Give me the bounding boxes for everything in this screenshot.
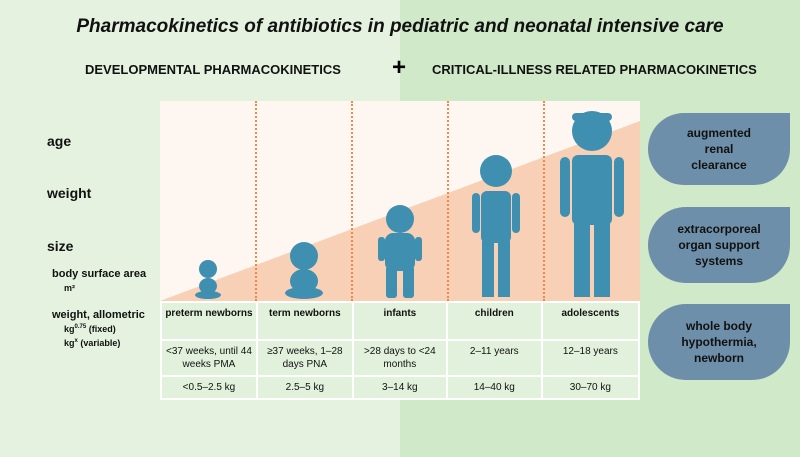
factor-extracorporeal-support: extracorporeal organ support systems bbox=[648, 207, 790, 283]
right-heading: CRITICAL-ILLNESS RELATED PHARMACOKINETIC… bbox=[432, 62, 757, 77]
left-heading: DEVELOPMENTAL PHARMACOKINETICS bbox=[85, 62, 341, 77]
group-name: children bbox=[445, 301, 543, 341]
group-weight: 3–14 kg bbox=[351, 375, 448, 400]
group-weight: 14–40 kg bbox=[445, 375, 543, 400]
group-age: ≥37 weeks, 1–28 days PNA bbox=[255, 339, 354, 377]
group-age: <37 weeks, until 44 weeks PMA bbox=[160, 339, 258, 377]
group-weight: <0.5–2.5 kg bbox=[160, 375, 258, 400]
label-allometric: weight, allometric kg0.75 (fixed) kgx (var… bbox=[52, 309, 145, 348]
label-weight: weight bbox=[47, 185, 92, 201]
divider bbox=[543, 101, 545, 301]
group-name: term newborns bbox=[255, 301, 354, 341]
group-age: >28 days to <24 months bbox=[351, 339, 448, 377]
factor-label: whole body hypothermia, newborn bbox=[681, 319, 757, 365]
preterm-baby-icon bbox=[195, 260, 221, 299]
plus-sign: + bbox=[392, 54, 407, 81]
term-baby-icon bbox=[285, 242, 323, 299]
group-age: 12–18 years bbox=[540, 339, 641, 377]
label-size: size bbox=[47, 238, 74, 254]
group-name: infants bbox=[351, 301, 448, 341]
divider bbox=[255, 101, 257, 301]
group-weight: 30–70 kg bbox=[540, 375, 641, 400]
group-age: 2–11 years bbox=[445, 339, 543, 377]
adolescent-icon bbox=[560, 111, 624, 297]
label-bsa-unit: m² bbox=[64, 283, 75, 293]
infant-icon bbox=[378, 205, 422, 298]
divider bbox=[351, 101, 353, 301]
age-group-table: preterm newborns term newborns infants chil… bbox=[160, 301, 641, 400]
figures bbox=[195, 111, 624, 299]
factor-hypothermia: whole body hypothermia, newborn bbox=[648, 304, 790, 380]
group-name: preterm newborns bbox=[160, 301, 258, 341]
group-name: adolescents bbox=[540, 301, 641, 341]
factor-label: augmented renal clearance bbox=[686, 126, 751, 172]
label-age: age bbox=[47, 133, 72, 149]
child-icon bbox=[472, 155, 520, 297]
factor-augmented-renal-clearance: augmented renal clearance bbox=[648, 113, 790, 185]
page-title: Pharmacokinetics of antibiotics in pedia… bbox=[76, 16, 724, 37]
group-weight: 2.5–5 kg bbox=[255, 375, 354, 400]
factor-label: extracorporeal organ support systems bbox=[677, 222, 761, 268]
label-bsa: body surface area bbox=[52, 268, 147, 280]
divider bbox=[447, 101, 449, 301]
